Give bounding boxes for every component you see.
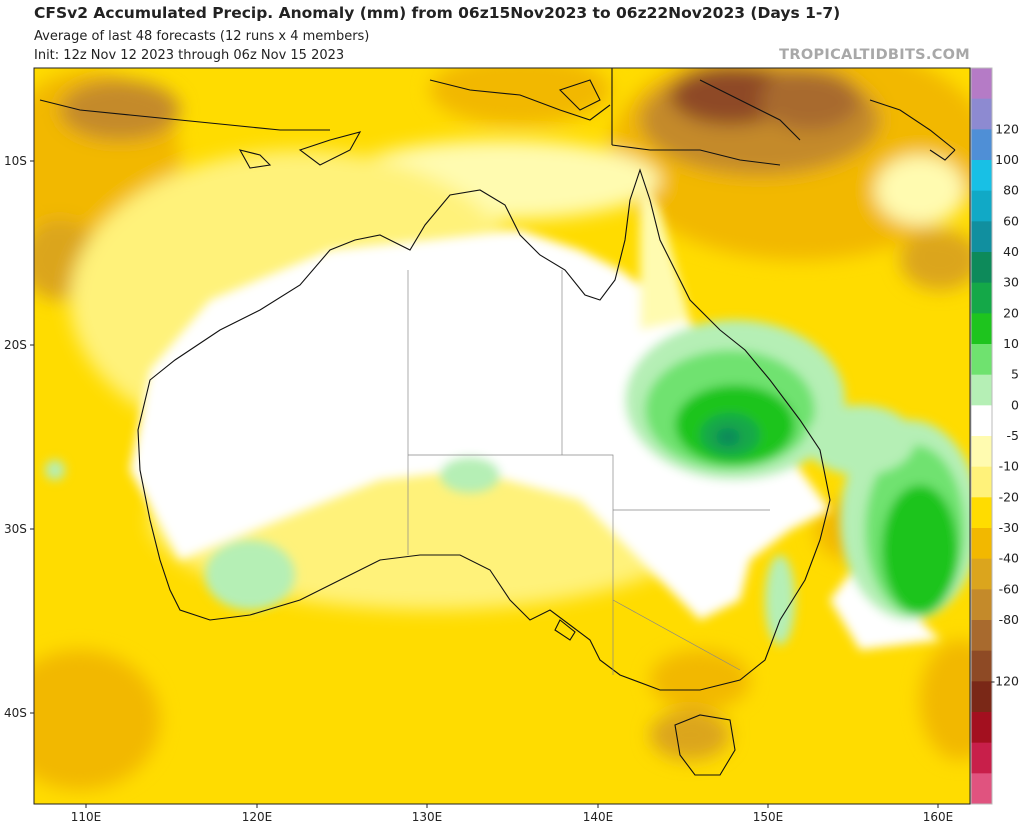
colorbar-swatch bbox=[971, 712, 992, 744]
colorbar-label: 120 bbox=[995, 121, 1019, 136]
colorbar-label: 5 bbox=[1011, 367, 1019, 382]
colorbar-swatch bbox=[971, 221, 992, 253]
colorbar-swatch bbox=[971, 282, 992, 314]
colorbar-label: -60 bbox=[999, 581, 1019, 596]
lon-label-130e: 130E bbox=[412, 810, 443, 824]
subtitle-ensemble: Average of last 48 forecasts (12 runs x … bbox=[34, 29, 370, 44]
colorbar-swatch bbox=[971, 344, 992, 376]
colorbar-label: 60 bbox=[1003, 213, 1019, 228]
lat-label-10s: 10S bbox=[4, 154, 27, 168]
colorbar-swatch bbox=[971, 313, 992, 345]
colorbar-labels: 120 100 80 60 40 30 20 10 5 0 -5 -10 -20 -30 -40 -60 -80… bbox=[991, 121, 1019, 688]
subtitle-init: Init: 12z Nov 12 2023 through 06z Nov 15… bbox=[34, 48, 345, 63]
colorbar-label: 30 bbox=[1003, 275, 1019, 290]
colorbar-label: -80 bbox=[999, 612, 1019, 627]
colorbar-swatch bbox=[971, 68, 992, 100]
colorbar-outline bbox=[970, 67, 993, 805]
state-borders bbox=[407, 270, 770, 675]
colorbar-swatch bbox=[971, 528, 992, 560]
colorbar-swatch bbox=[971, 374, 992, 406]
lat-label-40s: 40S bbox=[4, 706, 27, 720]
colorbar-label: 20 bbox=[1003, 305, 1019, 320]
colorbar-swatch bbox=[971, 681, 992, 713]
colorbar-swatch bbox=[971, 497, 992, 529]
colorbar-swatch bbox=[971, 773, 992, 805]
map-frame bbox=[33, 67, 971, 805]
colorbar-label: -120 bbox=[991, 673, 1019, 688]
colorbar-swatch bbox=[971, 589, 992, 621]
lat-label-30s: 30S bbox=[4, 522, 27, 536]
colorbar-swatch bbox=[971, 129, 992, 161]
lon-label-140e: 140E bbox=[583, 810, 614, 824]
colorbar-label: 80 bbox=[1003, 183, 1019, 198]
colorbar-label: -10 bbox=[999, 459, 1019, 474]
colorbar-label: 10 bbox=[1003, 336, 1019, 351]
colorbar-swatch bbox=[971, 466, 992, 498]
page-title: CFSv2 Accumulated Precip. Anomaly (mm) f… bbox=[34, 4, 841, 22]
colorbar-label: -20 bbox=[999, 489, 1019, 504]
lon-label-120e: 120E bbox=[242, 810, 273, 824]
colorbar bbox=[970, 67, 993, 805]
colorbar-swatch bbox=[971, 160, 992, 192]
colorbar-label: -40 bbox=[999, 551, 1019, 566]
lon-label-150e: 150E bbox=[753, 810, 784, 824]
colorbar-swatch bbox=[971, 620, 992, 652]
colorbar-label: -5 bbox=[1007, 428, 1019, 443]
colorbar-swatch bbox=[971, 558, 992, 590]
colorbar-label: -30 bbox=[999, 520, 1019, 535]
lon-label-160e: 160E bbox=[923, 810, 954, 824]
colorbar-swatch bbox=[971, 742, 992, 774]
colorbar-swatch bbox=[971, 650, 992, 682]
colorbar-swatch bbox=[971, 252, 992, 284]
colorbar-swatch bbox=[971, 190, 992, 222]
colorbar-swatch bbox=[971, 98, 992, 130]
colorbar-label: 0 bbox=[1011, 397, 1019, 412]
coastline-outline bbox=[39, 68, 956, 776]
colorbar-label: 100 bbox=[995, 152, 1019, 167]
brand-watermark: TROPICALTIDBITS.COM bbox=[779, 47, 970, 63]
colorbar-swatch bbox=[971, 436, 992, 468]
precip-anomaly-map bbox=[34, 68, 970, 804]
colorbar-swatch bbox=[971, 405, 992, 437]
lon-label-110e: 110E bbox=[71, 810, 102, 824]
colorbar-label: 40 bbox=[1003, 244, 1019, 259]
lat-label-20s: 20S bbox=[4, 338, 27, 352]
